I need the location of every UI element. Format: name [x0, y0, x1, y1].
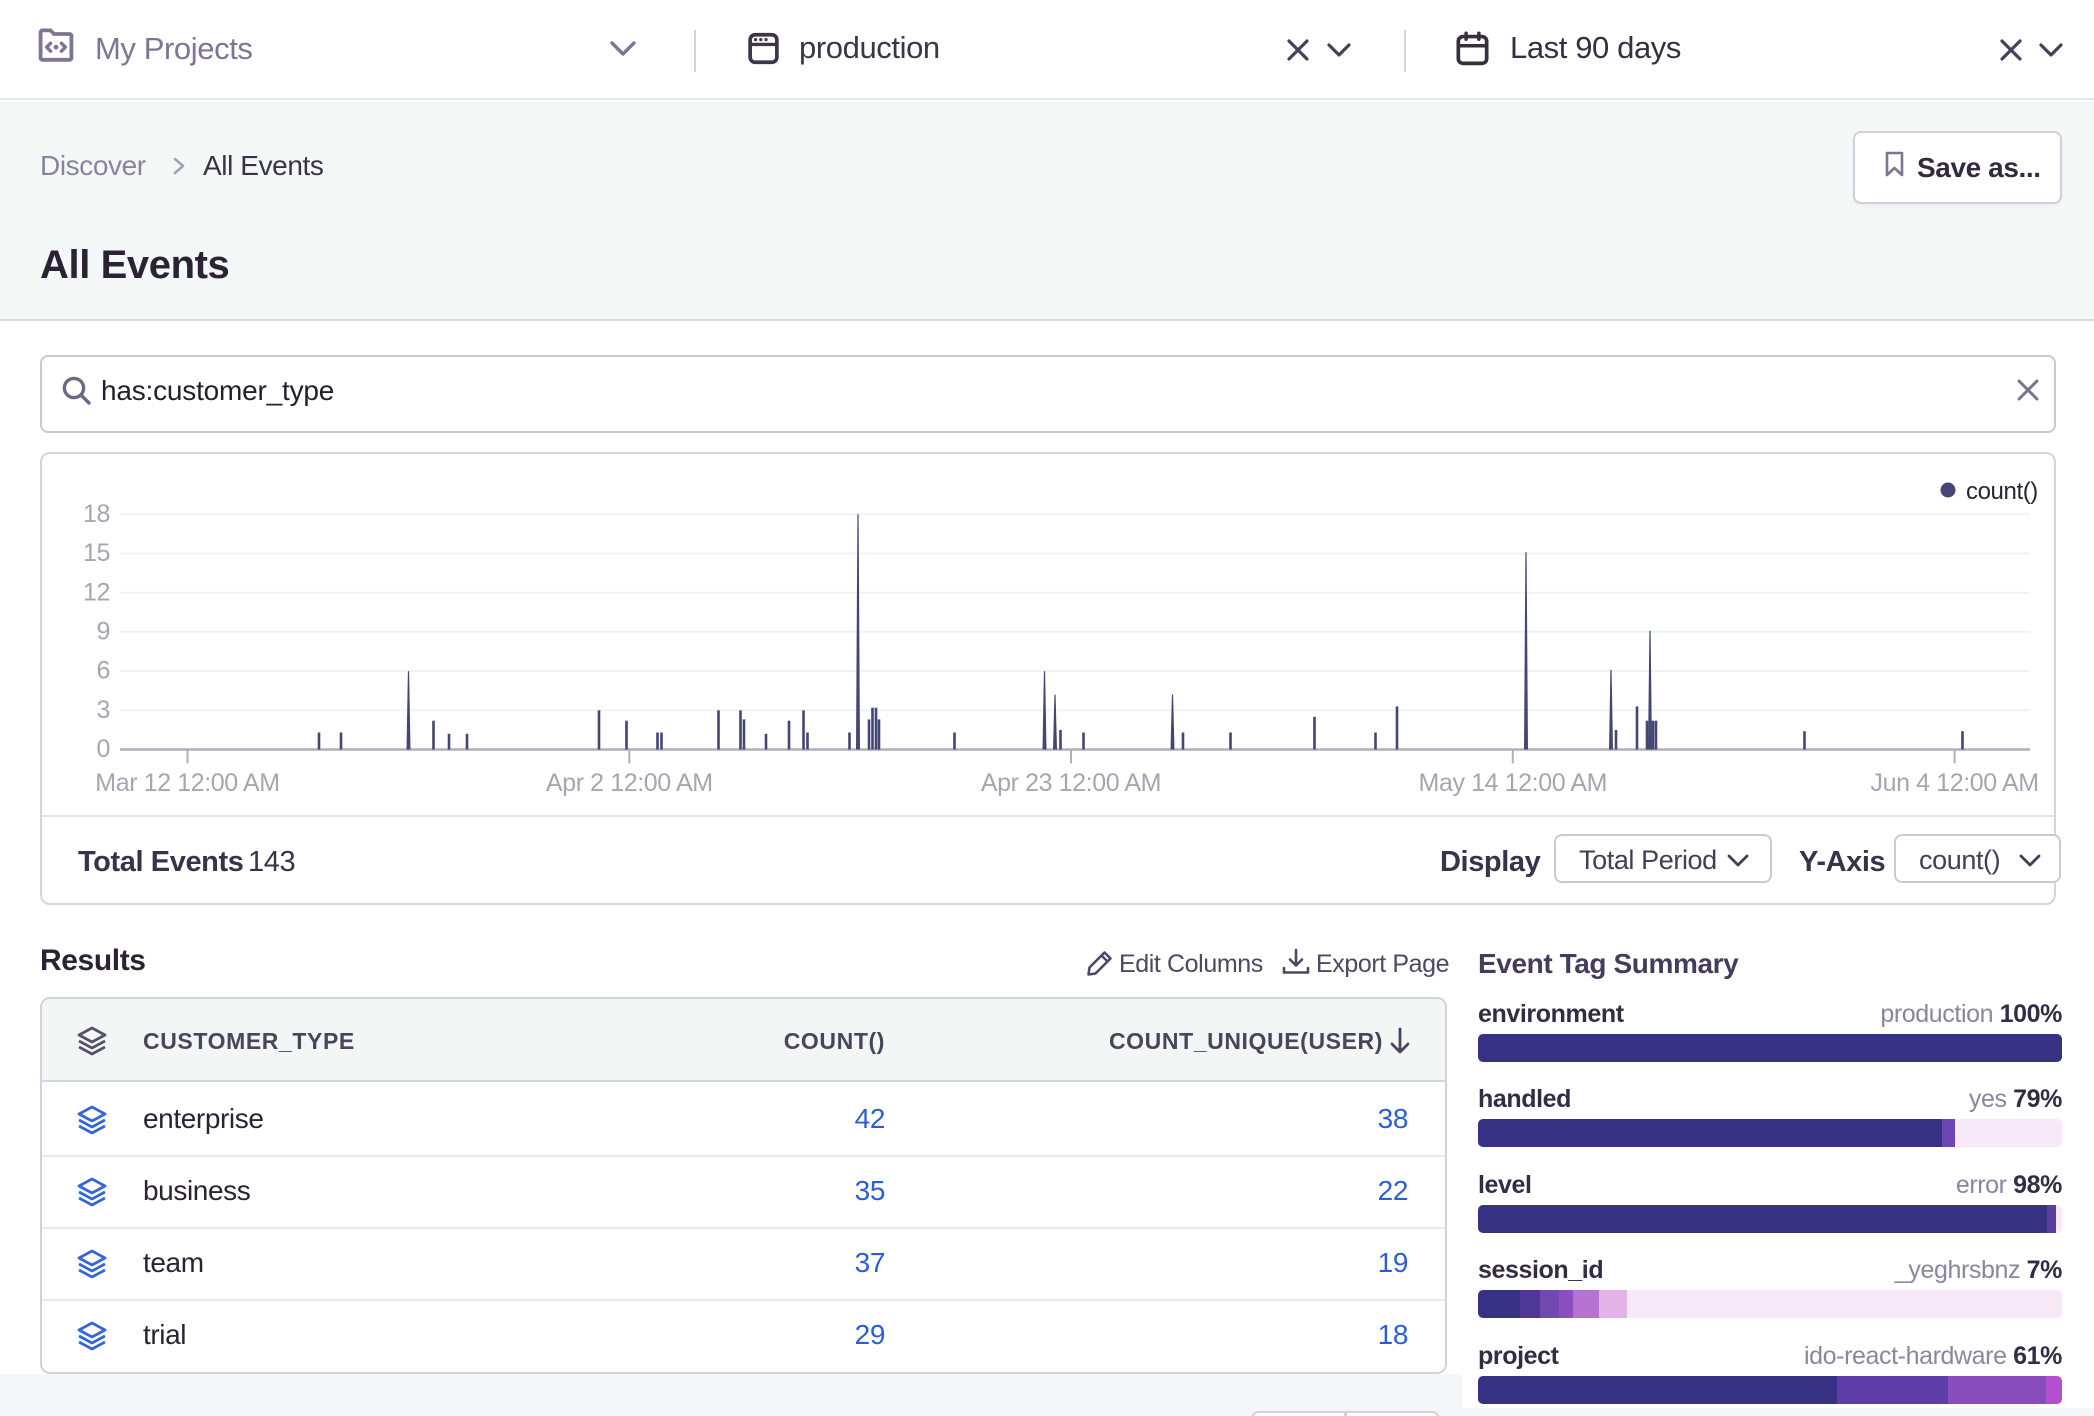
svg-text:May 14 12:00 AM: May 14 12:00 AM: [1419, 769, 1608, 797]
svg-text:18: 18: [83, 500, 110, 528]
svg-text:3: 3: [96, 696, 110, 724]
svg-text:Apr 23 12:00 AM: Apr 23 12:00 AM: [981, 769, 1161, 797]
svg-text:6: 6: [96, 657, 110, 685]
svg-text:count(): count(): [1966, 478, 2038, 505]
svg-text:12: 12: [83, 578, 110, 606]
svg-text:Mar 12 12:00 AM: Mar 12 12:00 AM: [95, 769, 279, 797]
svg-text:15: 15: [83, 539, 110, 567]
svg-text:Jun 4 12:00 AM: Jun 4 12:00 AM: [1871, 769, 2039, 797]
svg-text:0: 0: [96, 735, 110, 763]
svg-text:Apr 2 12:00 AM: Apr 2 12:00 AM: [546, 769, 713, 797]
svg-text:9: 9: [96, 618, 110, 646]
